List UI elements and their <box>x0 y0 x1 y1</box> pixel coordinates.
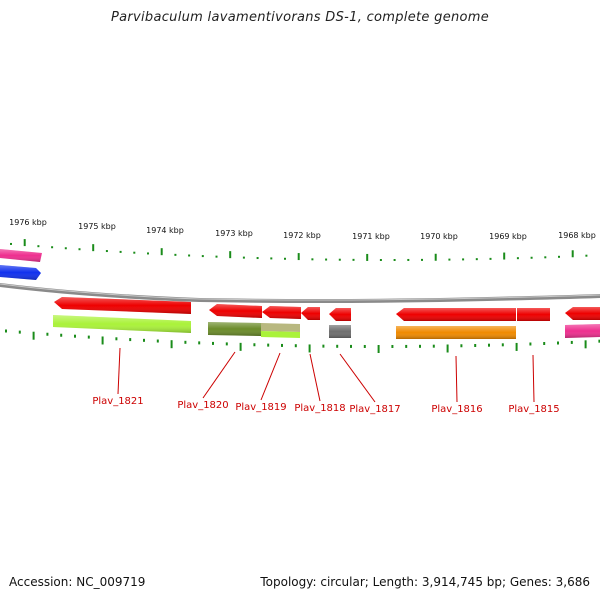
feature-plav-1817-gray[interactable] <box>329 325 351 338</box>
genome-backbone <box>0 283 600 303</box>
gene-plav-1821[interactable] <box>54 297 191 314</box>
gene-label-leader <box>455 355 458 403</box>
gene-label[interactable]: Plav_1817 <box>349 404 400 415</box>
gene-label[interactable]: Plav_1821 <box>92 396 143 407</box>
scale-label: 1974 kbp <box>146 226 184 235</box>
scale-label: 1969 kbp <box>489 232 527 241</box>
inner-scale-ticks <box>5 329 600 353</box>
scale-label: 1975 kbp <box>78 222 116 231</box>
feature-plav-1819-khaki[interactable] <box>261 323 300 338</box>
blue-feature-left[interactable] <box>0 265 41 280</box>
scale-label: 1976 kbp <box>9 218 47 227</box>
gene-label-leader <box>117 347 121 395</box>
magenta-feature-left[interactable] <box>0 249 42 262</box>
gene-label-leader <box>309 353 321 402</box>
genome-backbone-highlight <box>0 283 600 301</box>
gene-plav-1820[interactable] <box>209 304 262 318</box>
accession-label: Accession: NC_009719 <box>9 575 146 589</box>
gene-label-leader <box>260 352 281 401</box>
gene-labels: Plav_1821 Plav_1820 Plav_1819 Plav_1818 Plav… <box>92 347 560 415</box>
gene-label[interactable]: Plav_1818 <box>294 403 345 414</box>
gene-plav-1819[interactable] <box>262 306 301 319</box>
gene-plav-1815[interactable] <box>517 308 550 321</box>
scale-label: 1973 kbp <box>215 229 253 238</box>
gene-label[interactable]: Plav_1819 <box>235 402 286 413</box>
feature-plav-1816-orange[interactable] <box>396 326 516 339</box>
genome-summary: Topology: circular; Length: 3,914,745 bp… <box>260 575 590 589</box>
scale-label: 1971 kbp <box>352 232 390 241</box>
gene-label[interactable]: Plav_1820 <box>177 400 228 411</box>
magenta-feature-right[interactable] <box>565 324 600 338</box>
scale-label: 1968 kbp <box>558 231 596 240</box>
gene-label[interactable]: Plav_1815 <box>508 404 559 415</box>
map-title: Parvibaculum lavamentivorans DS-1, compl… <box>110 10 490 25</box>
gene-plav-1816[interactable] <box>396 308 516 321</box>
gene-label-leader <box>532 354 535 403</box>
gene-label-leader <box>202 351 236 399</box>
gene-label-leader <box>339 353 376 403</box>
feature-plav-1821-yellowgreen[interactable] <box>53 315 191 333</box>
gene-label[interactable]: Plav_1816 <box>431 404 482 415</box>
gene-plav-1817[interactable] <box>329 308 351 321</box>
outer-scale-ticks <box>10 239 588 261</box>
feature-plav-1820-olive[interactable] <box>208 322 261 336</box>
scale-labels: 1976 kbp 1975 kbp 1974 kbp 1973 kbp 1972 kbp… <box>9 218 596 241</box>
scale-label: 1970 kbp <box>420 232 458 241</box>
scale-label: 1972 kbp <box>283 231 321 240</box>
gene-right-edge[interactable] <box>565 307 600 320</box>
gene-plav-1818[interactable] <box>301 307 320 320</box>
